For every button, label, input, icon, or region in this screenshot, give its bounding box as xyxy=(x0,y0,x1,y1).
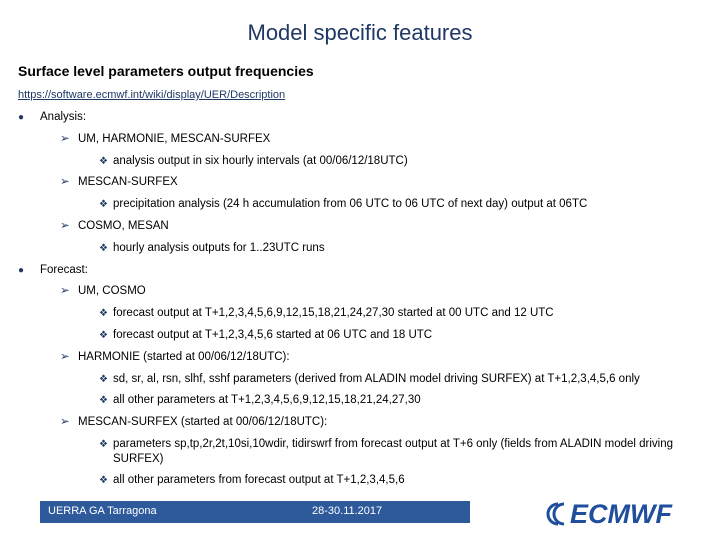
footer-bar xyxy=(40,501,470,523)
item-detail: precipitation analysis (24 h accumulatio… xyxy=(0,194,703,216)
item-detail: forecast output at T+1,2,3,4,5,6,9,12,15… xyxy=(0,303,703,325)
title: Model specific features xyxy=(247,20,473,45)
footer-date: 28-30.11.2017 xyxy=(312,505,383,517)
item-label: MESCAN-SURFEX (started at 00/06/12/18UTC… xyxy=(0,412,720,434)
subtitle: Surface level parameters output frequenc… xyxy=(18,63,314,79)
footer-event: UERRA GA Tarragona xyxy=(48,505,157,517)
item-detail: forecast output at T+1,2,3,4,5,6 started… xyxy=(0,325,703,347)
item-label: MESCAN-SURFEX xyxy=(0,172,720,194)
item-label: COSMO, MESAN xyxy=(0,216,720,238)
item-label: HARMONIE (started at 00/06/12/18UTC): xyxy=(0,347,720,369)
section-label: Analysis: xyxy=(0,107,720,129)
item-detail: analysis output in six hourly intervals … xyxy=(0,151,703,173)
item-label: UM, COSMO xyxy=(0,281,720,303)
section-label: Forecast: xyxy=(0,260,720,282)
bullet-list: Analysis:UM, HARMONIE, MESCAN-SURFEXanal… xyxy=(0,107,720,492)
item-detail: all other parameters from forecast outpu… xyxy=(0,470,703,492)
item-label: UM, HARMONIE, MESCAN-SURFEX xyxy=(0,129,720,151)
item-detail: all other parameters at T+1,2,3,4,5,6,9,… xyxy=(0,390,703,412)
item-detail: hourly analysis outputs for 1..23UTC run… xyxy=(0,238,703,260)
logo: ECMWF xyxy=(546,499,673,529)
logo-text: ECMWF xyxy=(570,499,673,529)
link[interactable]: https://software.ecmwf.int/wiki/display/… xyxy=(18,89,286,101)
item-detail: sd, sr, al, rsn, slhf, sshf parameters (… xyxy=(0,369,703,391)
item-detail: parameters sp,tp,2r,2t,10si,10wdir, tidi… xyxy=(0,434,703,470)
